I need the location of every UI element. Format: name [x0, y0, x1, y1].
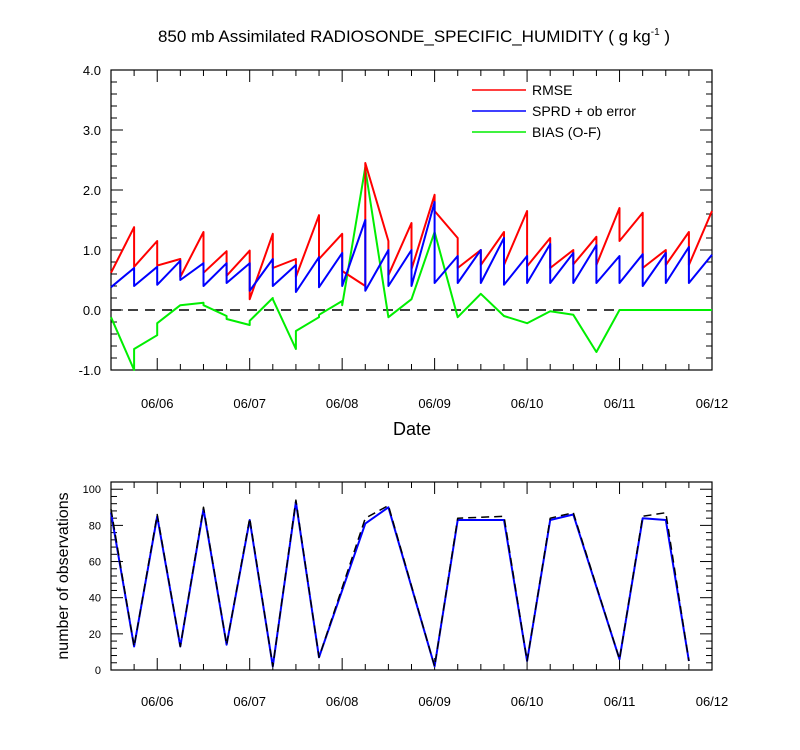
legend: RMSE SPRD + ob error BIAS (O-F) — [472, 82, 636, 140]
x-tick-label: 06/07 — [233, 396, 266, 411]
y-tick-label: 100 — [83, 484, 101, 496]
chart-title-superscript: -1 — [651, 27, 660, 38]
x-tick-label: 06/10 — [511, 694, 544, 709]
obs-line-dashed — [110, 499, 690, 668]
x-tick-label: 06/06 — [141, 396, 174, 411]
y-tick-label: 4.0 — [83, 63, 101, 78]
bottom-panel: 0 20 40 60 80 100 06/06 06/07 06/08 06/09 06/10 06/… — [55, 481, 729, 709]
top-series-group — [110, 162, 713, 371]
y-axis-label: number of observations — [55, 492, 72, 659]
x-tick-label: 06/09 — [418, 694, 451, 709]
y-tick-label: 2.0 — [83, 183, 101, 198]
x-tick-label: 06/09 — [418, 396, 451, 411]
x-axis-label: Date — [393, 419, 431, 439]
obs-line-solid — [110, 500, 690, 668]
x-tick-label: 06/11 — [604, 694, 636, 709]
legend-label-sprd: SPRD + ob error — [532, 103, 636, 119]
bottom-series-group — [110, 499, 690, 668]
x-tick-label: 06/12 — [696, 396, 729, 411]
bottom-ticks — [110, 482, 713, 671]
series-line-rmse — [110, 162, 713, 301]
chart-title-main: 850 mb Assimilated RADIOSONDE_SPECIFIC_H… — [158, 27, 651, 46]
bottom-tick-labels: 0 20 40 60 80 100 06/06 06/07 06/08 06/09 06/10 06/… — [83, 484, 729, 709]
x-tick-label: 06/08 — [326, 396, 359, 411]
y-tick-label: 1.0 — [83, 243, 101, 258]
top-ticks — [110, 69, 713, 371]
y-tick-label: 60 — [89, 557, 101, 569]
y-tick-label: 40 — [89, 593, 101, 605]
y-tick-label: 80 — [89, 520, 101, 532]
legend-label-rmse: RMSE — [532, 82, 572, 98]
series-line-sprd-ob-error — [110, 201, 713, 293]
chart-title-suffix: ) — [660, 27, 670, 46]
y-tick-label: 0 — [95, 665, 101, 677]
series-line-bias-o-f — [110, 166, 712, 371]
top-tick-labels: -1.0 0.0 1.0 2.0 3.0 4.0 06/06 06/07 06/08 06/09 0… — [79, 63, 729, 411]
x-tick-label: 06/06 — [141, 694, 174, 709]
y-tick-label: 3.0 — [83, 123, 101, 138]
x-tick-label: 06/11 — [604, 396, 636, 411]
x-tick-label: 06/12 — [696, 694, 729, 709]
x-tick-label: 06/08 — [326, 694, 359, 709]
chart-title: 850 mb Assimilated RADIOSONDE_SPECIFIC_H… — [158, 27, 670, 46]
x-tick-label: 06/10 — [511, 396, 544, 411]
x-tick-label: 06/07 — [233, 694, 266, 709]
y-tick-label: 20 — [89, 629, 101, 641]
y-tick-label: -1.0 — [79, 363, 101, 378]
y-tick-label: 0.0 — [83, 303, 101, 318]
legend-label-bias: BIAS (O-F) — [532, 124, 601, 140]
top-panel: -1.0 0.0 1.0 2.0 3.0 4.0 06/06 06/07 06/08 06/09 0… — [79, 63, 729, 439]
